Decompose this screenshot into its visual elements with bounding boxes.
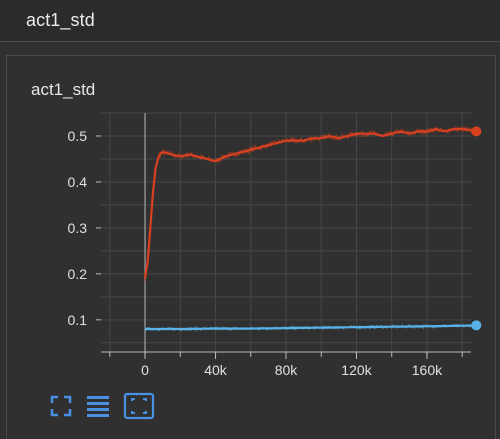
series-line <box>143 127 476 279</box>
section-header: act1_std <box>0 0 500 42</box>
x-tick-label: 80k <box>275 362 299 378</box>
line-chart: 0.1 0.2 0.3 0.4 0.5 0 40k 80k 120k 160k <box>68 112 482 378</box>
fullscreen-button[interactable] <box>47 392 75 420</box>
card-title: act1_std <box>31 80 96 99</box>
fit-domain-button[interactable] <box>123 392 155 420</box>
y-tick-label: 0.2 <box>68 266 88 282</box>
series-end-point <box>471 320 482 331</box>
x-tick-label: 0 <box>141 362 149 378</box>
x-tick-label: 40k <box>204 362 228 378</box>
series-line <box>145 324 476 331</box>
y-tick-label: 0.4 <box>68 174 88 190</box>
expand-icon <box>50 395 72 417</box>
section-title: act1_std <box>26 10 95 30</box>
list-lines-icon <box>87 396 109 417</box>
series-end-point <box>471 126 482 137</box>
toggle-log-scale-button[interactable] <box>84 392 112 420</box>
scalar-chart-card: act1_std 0.1 0.2 0.3 0.4 0.5 0 40k 80k 120k 160k <box>6 55 496 439</box>
y-tick-label: 0.1 <box>68 312 88 328</box>
y-tick-label: 0.5 <box>68 128 88 144</box>
x-tick-label: 120k <box>341 362 372 378</box>
fit-screen-icon <box>123 392 155 420</box>
y-tick-label: 0.3 <box>68 220 88 236</box>
x-tick-label: 160k <box>412 362 443 378</box>
